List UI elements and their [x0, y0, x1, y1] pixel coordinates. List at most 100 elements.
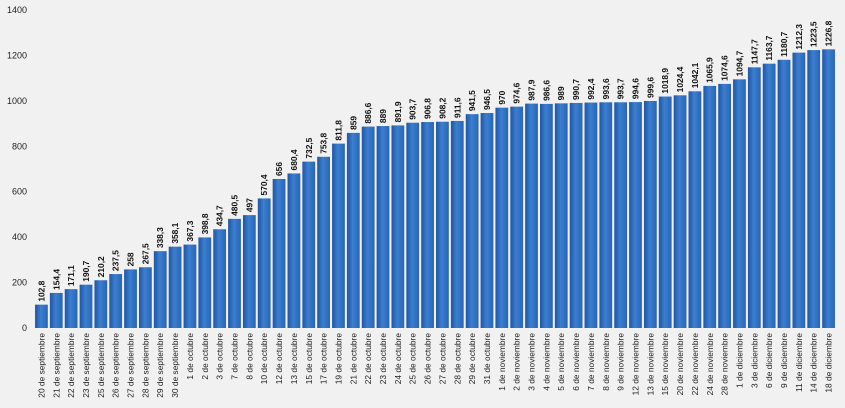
x-tick-label: 3 de noviembre: [527, 333, 537, 391]
data-label: 398,8: [200, 213, 210, 234]
y-tick-label: 1400: [7, 5, 27, 15]
bar: [510, 106, 524, 328]
data-label: 908,2: [437, 97, 447, 118]
x-tick-label: 18 de diciembre: [824, 333, 834, 393]
bar: [569, 102, 583, 328]
bar: [376, 126, 390, 328]
x-tick-label: 23 de septiembre: [81, 333, 91, 398]
x-tick-label: 21 de octubre: [348, 333, 358, 385]
data-label: 992,4: [586, 78, 596, 99]
data-label: 1074,6: [720, 55, 730, 81]
x-tick-label: 19 de octubre: [333, 333, 343, 385]
data-label: 210,2: [96, 256, 106, 277]
x-tick-label: 20 de septiembre: [36, 333, 46, 398]
bar: [139, 267, 152, 328]
data-label: 102,8: [36, 280, 46, 301]
x-tick-label: 13 de octubre: [289, 333, 299, 385]
data-label: 911,6: [452, 97, 462, 118]
data-label: 1226,8: [824, 20, 834, 46]
x-tick-label: 17 de octubre: [319, 333, 329, 385]
bar: [124, 269, 137, 328]
data-label: 941,5: [467, 90, 477, 111]
data-label: 570,4: [259, 174, 269, 195]
value-labels: 102,8 154,4 171,1 190,7 210,2 237,5 258 267,5 33…: [36, 20, 833, 301]
x-tick-label: 27 de septiembre: [126, 333, 136, 398]
bar: [79, 284, 93, 328]
x-tick-label: 5 de noviembre: [556, 333, 566, 391]
bar: [153, 251, 167, 328]
data-label: 680,4: [289, 149, 299, 170]
data-label: 1018,9: [660, 68, 670, 94]
data-label: 859: [348, 116, 358, 130]
x-tick-label: 21 de septiembre: [51, 333, 61, 398]
bar: [49, 292, 63, 328]
x-tick-label: 12 de noviembre: [631, 333, 641, 396]
bar: [792, 52, 806, 329]
data-label: 190,7: [81, 260, 91, 281]
bar: [346, 132, 360, 328]
bar: [822, 49, 835, 328]
data-label: 986,6: [541, 80, 551, 101]
x-tick-label: 7 de noviembre: [586, 333, 596, 391]
x-tick-label: 20 de noviembre: [675, 333, 685, 396]
bar: [688, 91, 702, 328]
bar: [718, 83, 731, 328]
bar: [228, 218, 241, 328]
bar: [747, 67, 761, 329]
data-label: 258: [126, 252, 136, 266]
bar: [554, 103, 568, 328]
y-tick-label: 800: [12, 141, 27, 151]
bar: [287, 173, 301, 328]
bar: [64, 289, 78, 328]
x-tick-label: 6 de diciembre: [764, 333, 774, 388]
data-label: 999,6: [645, 77, 655, 98]
data-label: 994,6: [631, 78, 641, 99]
data-label: 1042,1: [690, 62, 700, 88]
bar: [673, 95, 687, 329]
x-tick-label: 12 de octubre: [274, 333, 284, 385]
bar: [183, 244, 197, 328]
data-label: 267,5: [140, 243, 150, 264]
x-tick-label: 1 de diciembre: [734, 333, 744, 388]
data-label: 1180,7: [779, 31, 789, 56]
y-tick-label: 600: [12, 187, 27, 197]
data-label: 656: [274, 162, 284, 176]
x-tick-label: 9 de diciembre: [779, 333, 789, 388]
data-label: 903,7: [408, 98, 418, 119]
data-label: 154,4: [51, 269, 61, 290]
data-label: 989: [556, 86, 566, 100]
bar: [332, 143, 345, 328]
x-tick-label: 4 de noviembre: [541, 333, 551, 391]
x-tick-label: 2 de noviembre: [512, 333, 522, 391]
bar: [703, 85, 717, 328]
data-label: 434,7: [215, 205, 225, 226]
x-tick-label: 10 de octubre: [259, 333, 269, 385]
y-tick-label: 200: [12, 278, 27, 288]
data-label: 237,5: [111, 250, 121, 271]
data-label: 1024,4: [675, 66, 685, 92]
data-label: 1065,9: [705, 57, 715, 83]
data-label: 987,9: [527, 79, 537, 100]
x-tick-label: 29 de octubre: [467, 333, 477, 385]
x-tick-label: 3 de octubre: [215, 333, 225, 380]
bar: [94, 280, 108, 328]
data-label: 497: [244, 198, 254, 212]
x-tick-label: 22 de octubre: [363, 333, 373, 385]
bar: [436, 121, 449, 328]
bar: [540, 103, 553, 329]
bars: [35, 49, 835, 329]
bar: [599, 102, 613, 329]
bar: [317, 156, 330, 328]
bar: [421, 122, 434, 328]
data-label: 732,5: [304, 137, 314, 158]
x-tick-label: 2 de octubre: [200, 333, 210, 380]
data-label: 993,6: [601, 78, 611, 99]
bar: [733, 79, 746, 329]
x-tick-label: 14 de diciembre: [809, 333, 819, 393]
bar: [257, 198, 271, 328]
bar: [465, 114, 479, 329]
data-label: 889: [378, 109, 388, 123]
x-tick-label: 27 de octubre: [437, 333, 447, 385]
bar: [361, 126, 375, 328]
